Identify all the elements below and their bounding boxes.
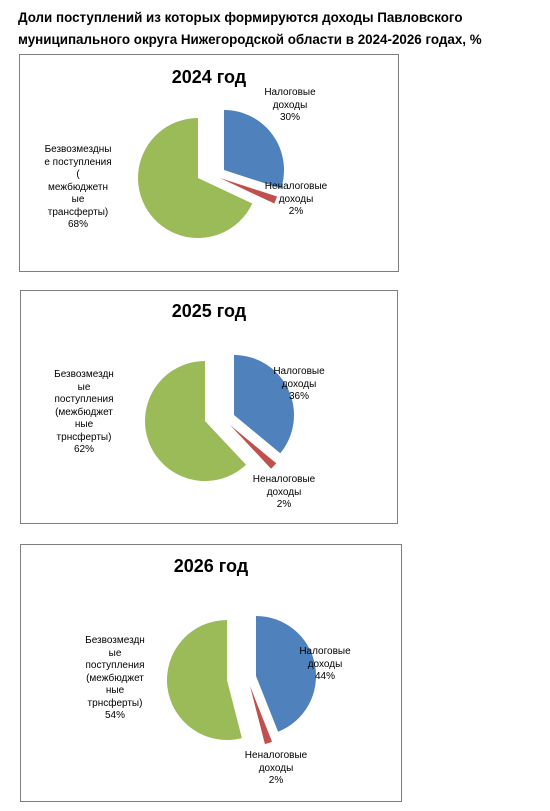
slice-label-line: поступления [54,394,114,405]
chart-title: 2025 год [171,301,247,321]
slice-label-line: Неналоговые [244,750,308,761]
slice-nontax [250,686,273,745]
chart-title: 2024 год [171,67,247,87]
slice-label-value: 68% [67,219,88,230]
slice-label-line: доходы [281,378,317,390]
slice-label-line: ( [76,169,80,180]
slice-label-line: Неналоговые [264,181,328,192]
slice-label-line: трансферты) [47,206,109,218]
slice-label-value: 44% [314,671,335,682]
pie-chart-2025 [144,355,295,481]
slice-label-value: 36% [288,391,309,402]
slice-label-tax: Налоговые доходы 30% [250,87,330,125]
slice-label-tax: Налоговые доходы 36% [259,366,339,404]
slice-label-line: ые [71,194,85,205]
slice-label-line: ные [74,419,94,430]
slice-grants [144,361,247,481]
page-title-line-2: муниципального округа Нижегородской обла… [18,32,482,47]
slice-label-line: доходы [258,762,294,774]
slice-label-line: доходы [307,658,343,670]
slice-label-line: Безвозмездн [54,369,114,380]
slice-tax [256,616,317,732]
slice-label-value: 54% [104,710,125,721]
slice-label-line: Налоговые [264,87,316,98]
pie-chart-2026 [166,616,317,745]
chart-2024: 2024 год Налоговые доходы 30% Неналоговы… [19,54,399,272]
slice-label-line: (межбюджет [55,406,113,418]
slice-label-value: 2% [288,206,304,217]
slice-label-grants: Безвозмездн ые поступления (межбюджет ны… [75,635,155,723]
slice-label-line: поступления [85,660,145,671]
slice-label-nontax: Неналоговые доходы 2% [256,181,336,219]
slice-label-line: межбюджетн [48,181,108,193]
chart-2025: 2025 год Налоговые доходы 36% Неналоговы… [20,290,398,524]
slice-label-value: 62% [73,444,94,455]
chart-title: 2026 год [173,556,249,576]
slice-grants [138,118,253,239]
slice-label-line: Налоговые [299,646,351,657]
slice-label-line: доходы [278,193,314,205]
slice-label-tax: Налоговые доходы 44% [285,646,365,684]
page-title: Доли поступлений из которых формируются … [18,7,543,51]
slice-label-line: ые [77,381,91,393]
pie-chart-2024 [138,110,284,239]
slice-label-line: доходы [272,99,308,111]
slice-label-line: Безвозмездны [44,144,112,155]
slice-nontax [220,178,278,204]
slice-label-nontax: Неналоговые доходы 2% [236,750,316,788]
slice-tax [234,355,295,454]
slice-label-value: 2% [268,775,284,786]
slice-label-line: Неналоговые [252,474,316,485]
slice-label-line: трнсферты) [87,697,143,709]
slice-label-nontax: Неналоговые доходы 2% [244,474,324,512]
slice-label-line: ные [105,685,125,696]
slice-nontax [230,425,277,469]
slice-label-line: доходы [266,486,302,498]
slice-label-line: Безвозмездн [85,635,145,646]
slice-grants [166,620,242,740]
slice-label-value: 2% [276,499,292,510]
chart-2026: 2026 год Налоговые доходы 44% Неналоговы… [20,544,402,802]
slice-label-line: (межбюджет [86,672,144,684]
slice-tax [224,110,284,189]
page-title-line-1: Доли поступлений из которых формируются … [18,10,463,25]
slice-label-grants: Безвозмездны е поступления ( межбюджетн … [38,144,118,232]
slice-label-line: ые [108,647,122,659]
slice-label-line: е поступления [44,156,112,168]
slice-label-line: Налоговые [273,366,325,377]
slice-label-value: 30% [279,112,300,123]
slice-label-grants: Безвозмездн ые поступления (межбюджет ны… [44,369,124,457]
slice-label-line: трнсферты) [56,431,112,443]
